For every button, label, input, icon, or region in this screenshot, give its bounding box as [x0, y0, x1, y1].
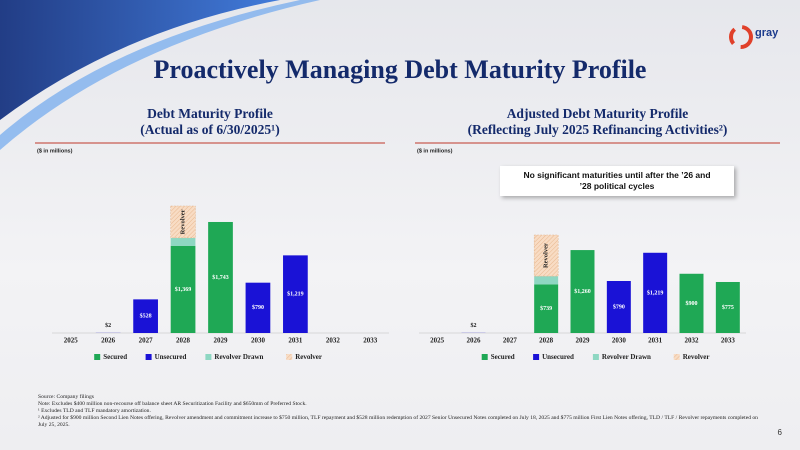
notes: Source: Company filings Note: Excludes $4…: [38, 394, 758, 429]
x-tick-label: 2027: [139, 337, 154, 345]
x-tick-label: 2029: [576, 337, 591, 345]
bar: [170, 237, 196, 246]
note: Source: Company filings: [38, 394, 94, 400]
x-tick-label: 2030: [251, 337, 266, 345]
page-number: 6: [778, 428, 783, 437]
chart-title: Debt Maturity Profile: [147, 106, 273, 121]
value-label: $790: [613, 303, 625, 310]
x-tick-label: 2032: [685, 337, 700, 345]
x-tick-label: 2026: [467, 337, 482, 345]
note: ¹ Excludes TLD and TLF mandatory amortiz…: [38, 408, 151, 414]
segment-name: Revolver: [180, 209, 187, 234]
x-tick-label: 2028: [176, 337, 191, 345]
legend-label: Revolver: [295, 353, 322, 361]
legend-swatch: [533, 354, 540, 360]
note: Note: Excludes $400 million non-recourse…: [38, 401, 307, 407]
x-tick-label: 2033: [721, 337, 736, 345]
legend-swatch: [592, 354, 599, 360]
note: ² Adjusted for $900 million Second Lien …: [38, 415, 758, 428]
x-tick-label: 2026: [101, 337, 116, 345]
legend-label: Unsecured: [542, 353, 574, 361]
bar: [208, 221, 233, 333]
legend-swatch: [94, 354, 101, 360]
bar: [534, 276, 559, 285]
bar: [715, 281, 740, 333]
value-label: $775: [722, 304, 734, 311]
units-label: ($ in millions): [417, 148, 453, 154]
x-tick-label: 2027: [503, 337, 518, 345]
bar: [170, 205, 196, 239]
bar: [533, 234, 559, 277]
legend-label: Revolver Drawn: [602, 353, 651, 361]
segment-name: Revolver: [543, 243, 550, 268]
value-label: $2: [471, 322, 477, 329]
bar: [283, 255, 308, 333]
x-tick-label: 2028: [539, 337, 554, 345]
value-label: $1,219: [647, 289, 664, 296]
x-tick-label: 2025: [430, 337, 445, 345]
legend-label: Revolver Drawn: [214, 353, 263, 361]
bar: [170, 245, 196, 333]
page-title: Proactively Managing Debt Maturity Profi…: [154, 55, 647, 84]
logo-mark: [729, 25, 753, 49]
value-label: $1,219: [287, 291, 304, 298]
x-tick-label: 2025: [64, 337, 79, 345]
x-tick-label: 2032: [326, 337, 341, 345]
legend-swatch: [286, 354, 293, 360]
legend-swatch: [673, 354, 680, 360]
x-tick-label: 2033: [363, 337, 378, 345]
bar: [534, 284, 559, 333]
value-label: $2: [105, 322, 111, 329]
legend-label: Secured: [103, 353, 127, 361]
logo: gray: [755, 27, 779, 39]
x-tick-label: 2031: [648, 337, 663, 345]
value-label: $528: [140, 313, 152, 320]
value-label: $1,260: [574, 288, 591, 295]
bar: [606, 281, 631, 333]
legend-label: Revolver: [683, 353, 710, 361]
value-label: $1,743: [212, 274, 229, 281]
x-tick-label: 2029: [214, 337, 229, 345]
bar: [643, 252, 668, 333]
callout: No significant maturities until after th…: [500, 166, 734, 196]
x-tick-label: 2031: [288, 337, 303, 345]
chart-title: Adjusted Debt Maturity Profile: [507, 106, 689, 121]
x-tick-label: 2030: [612, 337, 627, 345]
value-label: $790: [252, 304, 264, 311]
units-label: ($ in millions): [37, 148, 73, 154]
bar: [245, 282, 271, 333]
value-label: $900: [686, 300, 698, 307]
legend-swatch: [481, 354, 488, 360]
legend-swatch: [145, 354, 152, 360]
bar: [570, 250, 595, 333]
value-label: $739: [540, 305, 552, 312]
chart-subtitle: (Reflecting July 2025 Refinancing Activi…: [468, 122, 728, 137]
legend-label: Unsecured: [155, 353, 187, 361]
swoosh: [0, 0, 280, 120]
bar: [679, 273, 704, 333]
bar: [133, 299, 158, 333]
legend-label: Secured: [491, 353, 515, 361]
value-label: $1,369: [175, 286, 192, 293]
chart-subtitle: (Actual as of 6/30/2025¹): [140, 122, 279, 137]
legend-swatch: [205, 354, 212, 360]
